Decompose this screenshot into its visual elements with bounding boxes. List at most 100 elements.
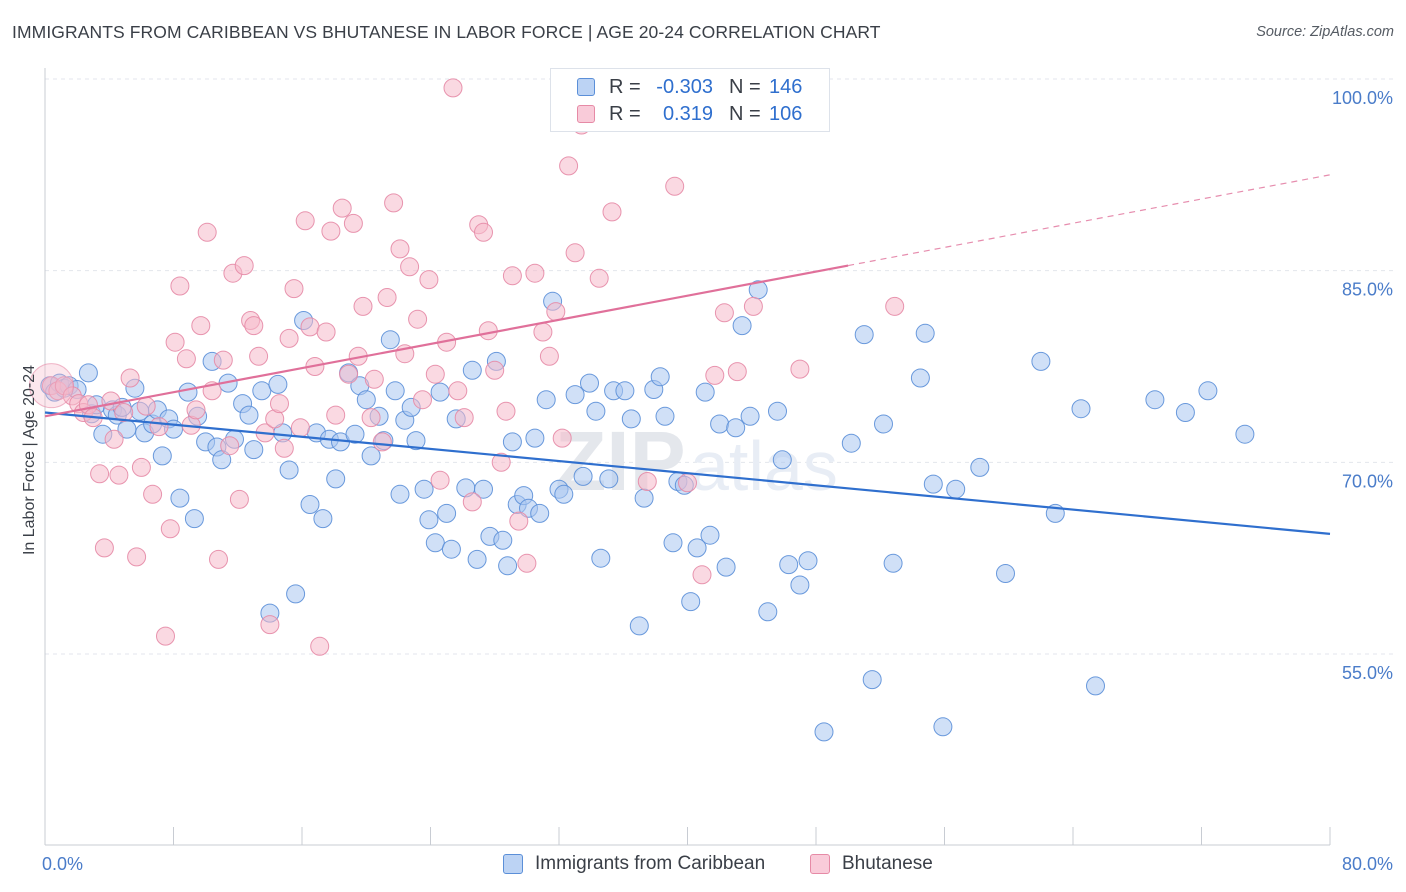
point-bhutanese — [361, 408, 381, 428]
point-caribbean — [768, 401, 787, 421]
point-bhutanese — [197, 222, 217, 242]
point-bhutanese — [191, 316, 211, 336]
point-caribbean — [467, 549, 487, 569]
legend-r-label: R = — [609, 103, 641, 125]
point-bhutanese — [270, 394, 289, 414]
point-caribbean — [326, 469, 346, 489]
point-bhutanese — [279, 328, 299, 348]
y-tick-label: 100.0% — [1332, 88, 1393, 108]
point-bhutanese — [109, 465, 129, 485]
point-caribbean — [441, 539, 461, 559]
point-caribbean — [923, 474, 943, 494]
point-bhutanese — [220, 436, 240, 456]
point-caribbean — [841, 433, 861, 453]
point-caribbean — [252, 381, 272, 401]
point-caribbean — [385, 381, 405, 401]
point-caribbean — [239, 405, 259, 425]
point-bhutanese-cluster — [28, 363, 74, 409]
point-bhutanese — [176, 349, 196, 369]
point-caribbean — [406, 431, 426, 451]
point-bhutanese — [260, 615, 280, 635]
point-bhutanese — [213, 350, 233, 370]
point-caribbean — [419, 510, 439, 530]
point-bhutanese — [665, 176, 685, 196]
point-bhutanese — [90, 464, 110, 484]
point-caribbean — [474, 479, 493, 499]
point-bhutanese — [149, 417, 169, 437]
point-caribbean — [1031, 351, 1051, 371]
point-caribbean — [740, 406, 760, 426]
point-bhutanese — [509, 511, 529, 531]
point-bhutanese — [743, 296, 763, 316]
point-caribbean — [268, 374, 288, 394]
point-caribbean — [390, 484, 410, 504]
point-bhutanese — [448, 381, 468, 401]
point-caribbean — [710, 414, 730, 434]
point-caribbean — [772, 450, 792, 470]
point-caribbean — [874, 414, 893, 434]
point-bhutanese — [496, 401, 516, 421]
point-bhutanese — [343, 213, 363, 233]
point-bhutanese — [517, 553, 537, 573]
point-caribbean — [286, 584, 306, 604]
y-tick-label: 85.0% — [1342, 280, 1393, 300]
point-bhutanese — [249, 346, 269, 366]
point-caribbean — [629, 616, 649, 636]
legend-swatch-pink — [577, 105, 595, 123]
series-caribbean — [40, 280, 1255, 742]
point-caribbean — [915, 323, 935, 343]
legend-label-caribbean: Immigrants from Caribbean — [535, 853, 766, 874]
point-bhutanese — [136, 396, 156, 416]
point-bhutanese — [790, 359, 810, 379]
point-bhutanese — [705, 365, 725, 385]
point-bhutanese — [539, 346, 559, 366]
correlation-legend: R = -0.303 N = 146 R = 0.319 N = 106 — [550, 68, 830, 132]
legend-row-caribbean: R = -0.303 N = 146 — [551, 74, 829, 101]
legend-r-label: R = — [609, 76, 641, 98]
point-caribbean — [933, 717, 953, 737]
point-bhutanese — [602, 202, 622, 222]
point-bhutanese — [714, 303, 734, 323]
point-caribbean — [361, 446, 381, 466]
point-bhutanese — [885, 296, 905, 316]
point-bhutanese — [390, 239, 410, 259]
point-bhutanese — [316, 322, 336, 342]
point-caribbean — [716, 557, 736, 577]
point-bhutanese — [295, 211, 315, 231]
point-caribbean — [380, 330, 400, 350]
point-bhutanese — [353, 296, 373, 316]
point-bhutanese — [127, 547, 147, 567]
point-bhutanese — [326, 405, 346, 425]
point-bhutanese — [143, 484, 163, 504]
point-caribbean — [573, 466, 593, 486]
point-caribbean — [356, 390, 376, 410]
point-caribbean — [790, 575, 810, 595]
point-caribbean — [687, 538, 707, 558]
axes — [44, 68, 1331, 846]
point-bhutanese — [274, 438, 294, 458]
point-caribbean — [758, 602, 778, 622]
point-bhutanese — [546, 302, 566, 322]
point-bhutanese — [114, 403, 134, 422]
point-bhutanese — [559, 156, 579, 176]
point-bhutanese — [474, 222, 493, 242]
point-caribbean — [695, 382, 715, 402]
point-caribbean — [779, 555, 799, 575]
point-caribbean — [1086, 676, 1105, 696]
point-bhutanese — [310, 636, 330, 656]
point-caribbean — [184, 509, 204, 529]
point-bhutanese — [120, 368, 140, 388]
y-axis-label: In Labor Force | Age 20-24 — [21, 365, 38, 555]
point-bhutanese — [454, 408, 474, 428]
point-caribbean — [530, 503, 550, 523]
point-caribbean — [910, 368, 930, 388]
point-bhutanese — [384, 193, 404, 213]
point-caribbean — [883, 553, 903, 573]
point-bhutanese — [485, 360, 505, 380]
legend-label-bhutanese: Bhutanese — [842, 853, 933, 874]
point-bhutanese — [94, 538, 114, 558]
point-bhutanese — [372, 432, 392, 452]
point-caribbean — [946, 479, 966, 499]
point-caribbean — [798, 551, 818, 571]
point-bhutanese — [430, 470, 450, 490]
